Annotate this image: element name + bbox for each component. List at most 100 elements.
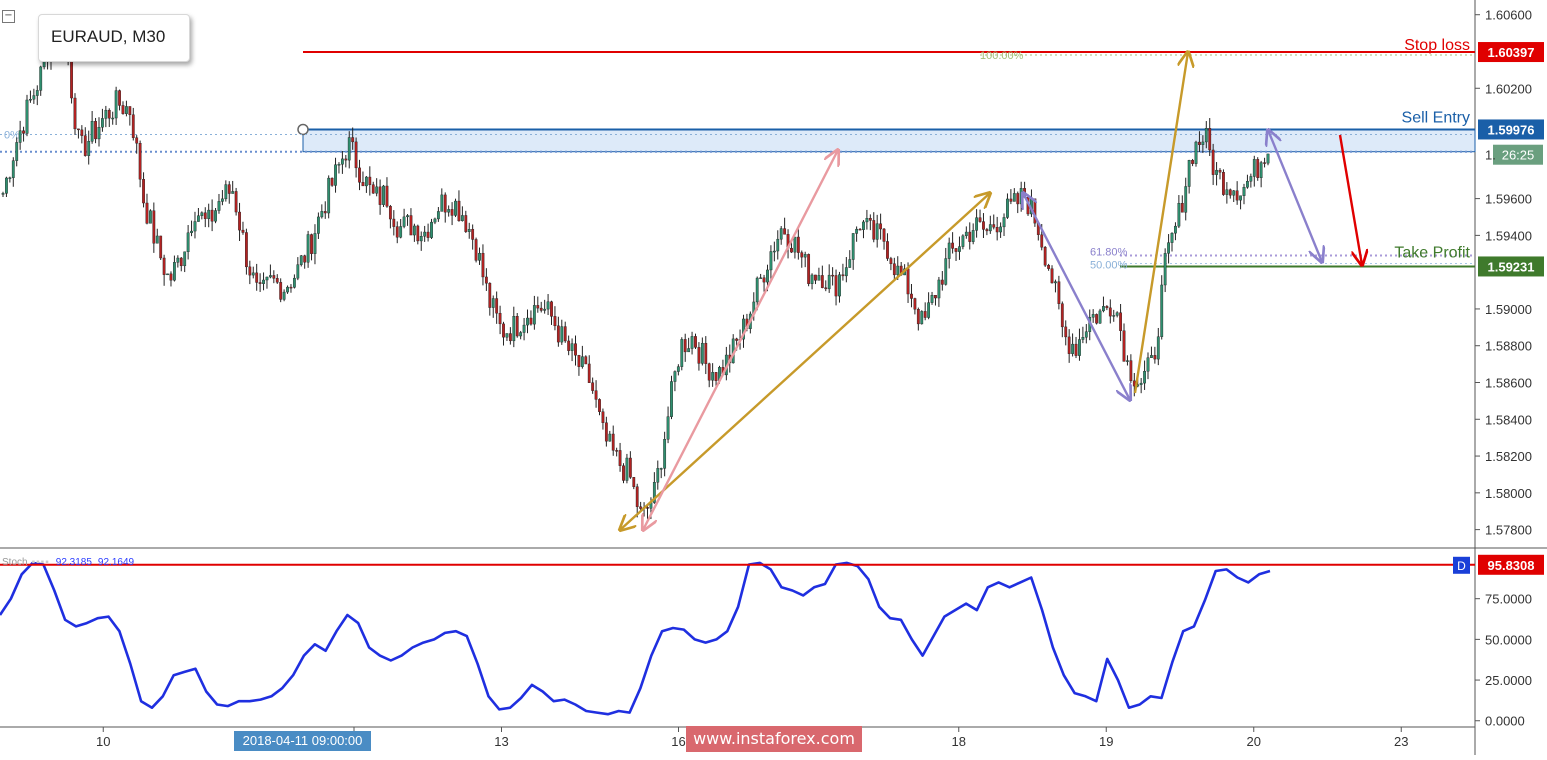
candle-body	[8, 177, 12, 179]
candle	[149, 209, 152, 224]
symbol-box[interactable]: EURAUD, M30	[38, 14, 190, 62]
candle-body	[779, 228, 783, 240]
candle-body	[200, 212, 204, 216]
candle	[392, 210, 396, 236]
candle	[354, 137, 358, 178]
candle-body	[988, 224, 992, 232]
candle-body	[1105, 306, 1109, 309]
watermark-banner[interactable]: www.instaforex.com	[686, 726, 862, 752]
candle	[1108, 299, 1112, 324]
candle	[1043, 245, 1047, 267]
candle	[666, 406, 670, 444]
candle	[1150, 346, 1153, 358]
candle-body	[577, 355, 581, 367]
candle-body	[1187, 160, 1191, 187]
candle-body	[1002, 217, 1006, 228]
stochastic-level-tag: 95.8308	[1488, 558, 1535, 573]
candle-body	[1091, 314, 1095, 318]
candle-body	[824, 287, 828, 290]
price-tick-label: 1.58400	[1485, 412, 1532, 427]
candles-group	[1, 18, 1270, 520]
candle	[1177, 195, 1181, 229]
candle-body	[694, 336, 697, 348]
candle	[670, 375, 673, 420]
candle-body	[1204, 128, 1208, 143]
candle-body	[1081, 337, 1085, 340]
candle-body	[598, 399, 601, 412]
candle	[474, 237, 478, 263]
candle-body	[193, 221, 197, 232]
candle	[265, 276, 269, 289]
candle	[1201, 135, 1205, 154]
candle-body	[245, 232, 248, 268]
candle	[1180, 195, 1184, 213]
candle	[553, 306, 557, 331]
candle-body	[556, 325, 560, 343]
candle-body	[1174, 225, 1177, 234]
candle-body	[690, 336, 694, 349]
candle	[1170, 232, 1174, 252]
candle-body	[210, 209, 214, 222]
candle	[231, 180, 235, 194]
candle	[402, 208, 406, 229]
candle	[121, 101, 125, 115]
candle	[334, 157, 337, 193]
candle	[1009, 189, 1013, 205]
candle-body	[392, 218, 396, 227]
collapse-icon[interactable]: −	[2, 10, 15, 23]
candle	[1252, 155, 1256, 187]
stoch-tick-label: 75.0000	[1485, 592, 1532, 607]
candle-body	[166, 273, 169, 276]
candle	[999, 222, 1003, 238]
candle-body	[539, 307, 543, 311]
candle	[142, 172, 145, 208]
candle	[364, 175, 368, 193]
candle	[848, 250, 852, 268]
candle	[1091, 309, 1095, 323]
candle	[964, 226, 968, 239]
candle	[214, 207, 217, 224]
candle	[94, 117, 97, 144]
indicator-controls-icon[interactable]: ▪▪▪▪	[31, 557, 50, 568]
candle	[245, 228, 248, 275]
candle-body	[1194, 141, 1198, 164]
candle-body	[498, 312, 502, 325]
candle-body	[508, 333, 512, 342]
candle-body	[807, 254, 811, 284]
candle-body	[412, 225, 416, 236]
candle	[968, 222, 972, 250]
candle-body	[793, 236, 797, 253]
candle	[313, 224, 317, 265]
candle-body	[844, 267, 848, 277]
candle	[618, 442, 622, 472]
candle	[440, 188, 444, 212]
candle-body	[135, 137, 139, 144]
candle-body	[1009, 198, 1013, 202]
candle-body	[796, 236, 800, 253]
candle	[1064, 320, 1068, 346]
candle	[529, 310, 533, 326]
candle	[155, 228, 159, 244]
fib-50-label: 50.00%	[1090, 259, 1128, 271]
purple-swing-arrow	[1023, 193, 1130, 400]
candle	[556, 316, 560, 347]
candle-body	[532, 305, 536, 325]
candle-body	[111, 117, 115, 120]
candle	[1215, 162, 1218, 186]
candle	[886, 233, 889, 261]
stochastic-badge: D	[1457, 559, 1466, 573]
timer-tag: 26:25	[1502, 148, 1535, 163]
candle-body	[1222, 172, 1225, 195]
candle-body	[982, 221, 985, 230]
candle	[680, 337, 684, 371]
candle	[673, 370, 677, 392]
candle	[862, 220, 865, 239]
candle	[118, 89, 121, 111]
candle	[460, 206, 464, 222]
candle-body	[77, 128, 80, 131]
candle	[508, 327, 512, 345]
candle-body	[1167, 242, 1170, 254]
candle-body	[121, 105, 125, 114]
candle	[1054, 279, 1057, 293]
